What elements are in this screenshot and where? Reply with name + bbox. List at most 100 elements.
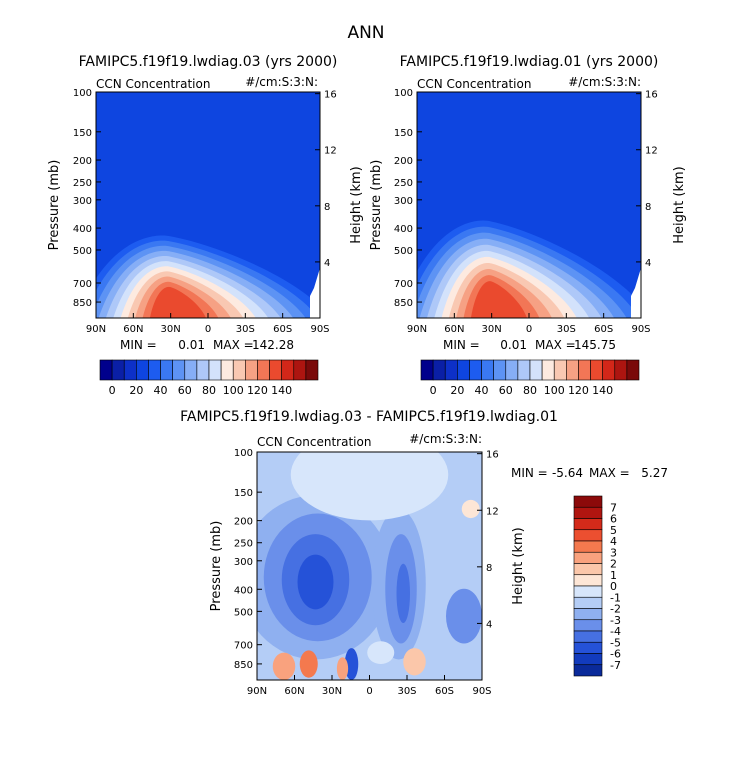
colorbar-swatch (517, 359, 531, 381)
colorbar-label: 20 (450, 384, 464, 397)
colorbar-label: 140 (271, 384, 292, 397)
y-axis-label: Pressure (mb) (209, 521, 224, 612)
pressure-tick-label: 400 (234, 585, 253, 596)
colorbar-swatch (614, 359, 628, 381)
lat-tick-label: 30S (236, 324, 255, 335)
variable-label: CCN Concentration (96, 77, 210, 91)
lat-tick-label: 90N (86, 324, 106, 335)
units-label: #/cm:S:3:N: (245, 75, 318, 89)
max-label: MAX = (589, 466, 630, 480)
pressure-tick-label: 700 (394, 279, 413, 290)
contour-level (297, 554, 334, 610)
contour-level (461, 499, 480, 519)
colorbar-swatch (573, 551, 603, 564)
pressure-tick-label: 850 (234, 660, 253, 671)
pressure-tick-label: 200 (394, 156, 413, 167)
colorbar-label: 40 (475, 384, 489, 397)
colorbar-swatch (136, 359, 149, 381)
contour-level (396, 563, 410, 623)
colorbar-swatch (111, 359, 125, 381)
colorbar-swatch (305, 359, 319, 381)
min-label: MIN = (511, 466, 548, 480)
pressure-tick-label: 850 (73, 298, 92, 309)
min-value: 0.01 (500, 338, 527, 352)
colorbar-label: 2 (610, 558, 617, 571)
min-label: MIN = (120, 338, 157, 352)
colorbar-swatch (160, 359, 173, 381)
height-tick-label: 8 (645, 202, 651, 213)
height-tick-label: 16 (645, 90, 658, 101)
panel-title: FAMIPC5.f19f19.lwdiag.03 (yrs 2000) (79, 54, 338, 70)
pressure-tick-label: 700 (73, 279, 92, 290)
pressure-tick-label: 500 (73, 246, 92, 257)
colorbar-swatch (573, 518, 603, 531)
colorbar-label: 0 (610, 580, 617, 593)
y2-axis-label: Height (km) (672, 166, 687, 243)
contour-level (403, 648, 426, 676)
contour-level (272, 652, 296, 680)
figure-title: ANN (347, 23, 384, 43)
contour-plot: 100 150 200 250 300 400 500 700 850 4 8 12 16 90N 60N 3… (394, 88, 658, 335)
pressure-tick-label: 400 (73, 224, 92, 235)
colorbar-swatch (148, 359, 161, 381)
colorbar-swatch (566, 359, 579, 381)
colorbar-swatch (573, 563, 603, 576)
pressure-tick-label: 500 (394, 246, 413, 257)
pressure-tick-label: 700 (234, 641, 253, 652)
min-label: MIN = (443, 338, 480, 352)
colorbar-swatch (99, 359, 113, 381)
colorbar-label: -7 (610, 659, 621, 672)
contour-plot: 100 150 200 250 300 400 500 700 850 4 8 12 16 90N 60N 3… (73, 88, 337, 335)
colorbar-swatch (573, 641, 603, 654)
colorbar-label: 5 (610, 524, 617, 537)
height-tick-label: 16 (324, 90, 337, 101)
colorbar-label: 100 (544, 384, 565, 397)
colorbar-label: 0 (109, 384, 116, 397)
height-tick-label: 16 (486, 450, 499, 461)
terrain-mask (310, 268, 320, 318)
colorbar-label: 1 (610, 569, 617, 582)
height-tick-label: 4 (645, 258, 651, 269)
contour-level (367, 641, 395, 665)
lat-tick-label: 60N (123, 324, 143, 335)
colorbar-swatch (184, 359, 198, 381)
max-label: MAX = (213, 338, 254, 352)
lat-tick-label: 30N (322, 686, 342, 697)
lat-tick-label: 90S (472, 686, 491, 697)
colorbar-label: -4 (610, 625, 621, 638)
colorbar-swatch (281, 359, 295, 381)
contour-field (417, 92, 641, 318)
y2-axis-label: Height (km) (511, 527, 526, 604)
variable-label: CCN Concentration (417, 77, 531, 91)
max-value: 5.27 (641, 466, 668, 480)
lat-tick-label: 90N (247, 686, 267, 697)
colorbar-label: 100 (223, 384, 244, 397)
lat-tick-label: 90S (631, 324, 650, 335)
lat-tick-label: 30S (557, 324, 576, 335)
contour-level (149, 286, 206, 318)
contour-level (446, 588, 482, 644)
height-tick-label: 8 (324, 202, 330, 213)
colorbar-label: 20 (129, 384, 143, 397)
pressure-tick-label: 100 (234, 448, 253, 459)
colorbar-swatch (196, 359, 210, 381)
colorbar-label: -1 (610, 591, 621, 604)
lat-tick-label: 0 (366, 686, 372, 697)
colorbar-swatch (573, 596, 603, 609)
contour-level (470, 281, 527, 318)
pressure-tick-label: 100 (394, 88, 413, 99)
colorbar-label: 60 (178, 384, 192, 397)
lat-tick-label: 0 (526, 324, 532, 335)
colorbar-swatch (573, 630, 603, 643)
colorbar-swatch (541, 359, 555, 381)
units-label: #/cm:S:3:N: (568, 75, 641, 89)
colorbar-label: 80 (523, 384, 537, 397)
pressure-tick-label: 400 (394, 224, 413, 235)
colorbar-swatch (573, 495, 603, 508)
colorbar-swatch (529, 359, 543, 381)
colorbar-swatch (220, 359, 234, 381)
contour-level (336, 657, 349, 680)
colorbar-label: -2 (610, 603, 621, 616)
colorbar-swatch (172, 359, 186, 381)
colorbar-swatch (626, 359, 640, 381)
